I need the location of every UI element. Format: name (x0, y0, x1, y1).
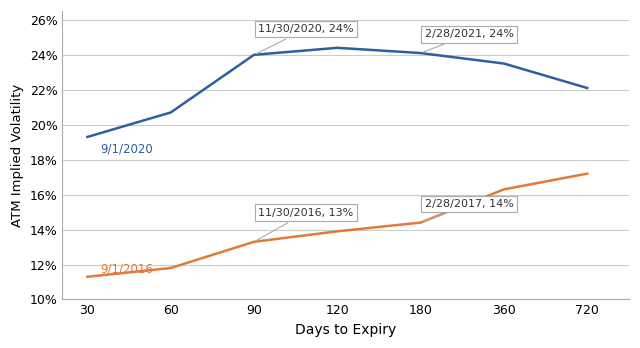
Y-axis label: ATM Implied Volatility: ATM Implied Volatility (11, 84, 24, 227)
Text: 11/30/2020, 24%: 11/30/2020, 24% (257, 24, 354, 54)
Text: 11/30/2016, 13%: 11/30/2016, 13% (257, 208, 353, 240)
Text: 9/1/2020: 9/1/2020 (100, 142, 153, 155)
Text: 2/28/2017, 14%: 2/28/2017, 14% (423, 199, 514, 222)
X-axis label: Days to Expiry: Days to Expiry (295, 323, 396, 337)
Text: 2/28/2021, 24%: 2/28/2021, 24% (423, 29, 514, 52)
Text: 9/1/2016: 9/1/2016 (100, 262, 153, 275)
